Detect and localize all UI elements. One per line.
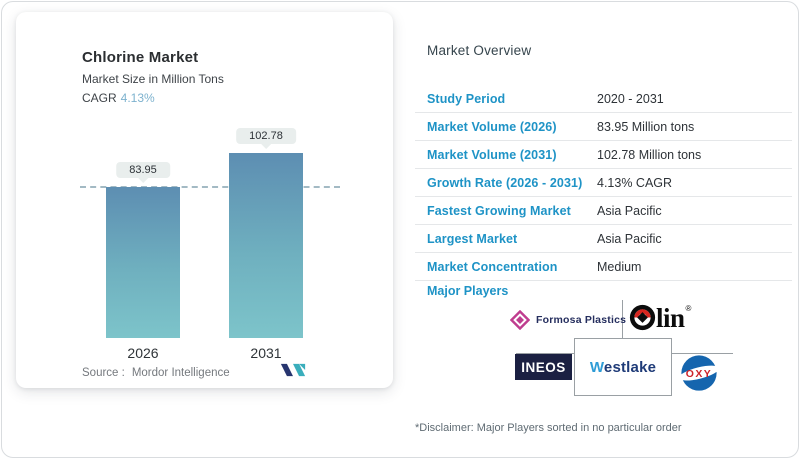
row-label: Largest Market <box>427 231 518 246</box>
logo-divider-horizontal-right <box>670 353 733 354</box>
cagr-line: CAGR 4.13% <box>82 91 155 105</box>
olin-wordmark: lin <box>656 303 685 333</box>
table-row: Growth Rate (2026 - 2031) 4.13% CAGR <box>415 169 792 197</box>
olin-o-icon <box>629 304 656 331</box>
row-label: Market Volume (2026) <box>427 119 557 134</box>
row-value: Asia Pacific <box>597 231 662 246</box>
bar-value-label-2026: 83.95 <box>116 162 170 178</box>
formosa-plastics-wordmark: Formosa Plastics <box>536 314 627 326</box>
source-label: Source : <box>82 367 125 379</box>
source-value: Mordor Intelligence <box>131 367 230 379</box>
olin-registered-mark: ® <box>685 304 692 313</box>
reference-line <box>80 186 340 188</box>
logo-oxy: OXY <box>679 355 719 391</box>
cagr-label: CAGR <box>82 91 117 105</box>
ineos-wordmark: INEOS <box>521 359 566 375</box>
row-label: Market Volume (2031) <box>427 147 557 162</box>
row-value: 102.78 Million tons <box>597 147 702 162</box>
major-players-label: Major Players <box>427 284 509 298</box>
table-row: Market Volume (2031) 102.78 Million tons <box>415 141 792 169</box>
westlake-wordmark: Westlake <box>590 359 656 376</box>
table-row: Study Period 2020 - 2031 <box>415 85 792 113</box>
chart-title: Chlorine Market <box>82 49 199 66</box>
logo-divider-horizontal-left <box>516 353 574 354</box>
overview-heading: Market Overview <box>427 43 532 58</box>
row-label: Fastest Growing Market <box>427 203 571 218</box>
row-value: 83.95 Million tons <box>597 119 695 134</box>
cagr-value: 4.13% <box>120 91 155 105</box>
bar-2026: 83.95 2026 <box>106 162 180 361</box>
disclaimer-text: *Disclaimer: Major Players sorted in no … <box>415 422 682 434</box>
logo-ineos: INEOS <box>515 354 572 380</box>
row-label: Market Concentration <box>427 259 558 274</box>
row-value: Medium <box>597 259 642 274</box>
oxy-wordmark: OXY <box>686 369 712 380</box>
row-label: Study Period <box>427 91 506 106</box>
table-row: Largest Market Asia Pacific <box>415 225 792 253</box>
westlake-w: W <box>589 358 604 376</box>
axis-label-2026: 2026 <box>127 345 159 361</box>
logo-olin: lin ® <box>629 303 692 333</box>
westlake-rest: estlake <box>603 358 657 376</box>
logo-formosa-plastics: Formosa Plastics <box>510 310 626 330</box>
row-value: 4.13% CAGR <box>597 175 673 190</box>
table-row: Market Concentration Medium <box>415 253 792 281</box>
chart-subtitle: Market Size in Million Tons <box>82 72 224 86</box>
mordor-intelligence-logo-icon <box>280 363 306 377</box>
table-row: Market Volume (2026) 83.95 Million tons <box>415 113 792 141</box>
formosa-diamond-icon <box>510 310 530 330</box>
bar-2031: 102.78 2031 <box>229 128 303 361</box>
row-value: 2020 - 2031 <box>597 91 664 106</box>
overview-table: Study Period 2020 - 2031 Market Volume (… <box>415 85 792 281</box>
table-row: Fastest Growing Market Asia Pacific <box>415 197 792 225</box>
logo-divider-vertical <box>622 300 623 338</box>
logo-westlake: Westlake <box>574 338 672 396</box>
axis-label-2031: 2031 <box>250 345 282 361</box>
chart-card: Chlorine Market Market Size in Million T… <box>16 12 393 388</box>
row-value: Asia Pacific <box>597 203 662 218</box>
row-label: Growth Rate (2026 - 2031) <box>427 175 583 190</box>
bar-value-label-2031: 102.78 <box>236 128 296 144</box>
source-line: Source : Mordor Intelligence <box>82 367 230 379</box>
